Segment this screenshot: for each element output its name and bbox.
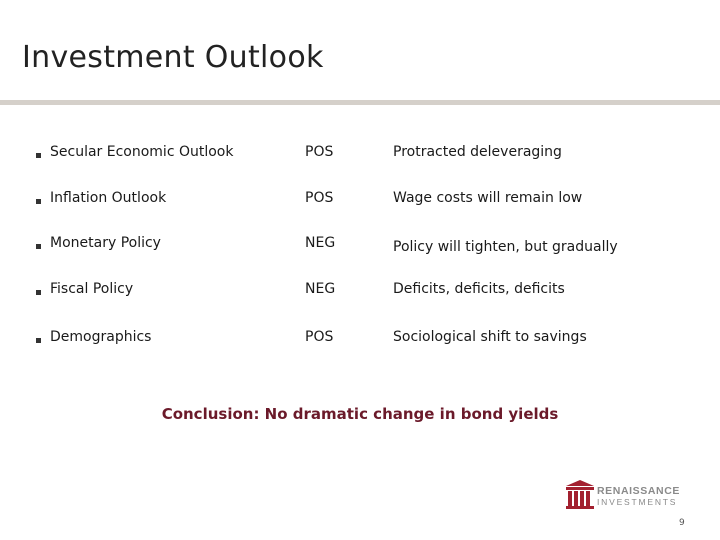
- row-rating: NEG: [305, 235, 336, 251]
- square-bullet-icon: [36, 153, 41, 158]
- square-bullet-icon: [36, 338, 41, 343]
- row-topic: Fiscal Policy: [50, 281, 134, 297]
- row-topic: Secular Economic Outlook: [50, 144, 234, 160]
- row-topic: Demographics: [50, 329, 152, 345]
- outlook-row: Demographics POS Sociological shift to s…: [0, 329, 720, 353]
- slide-header: Investment Outlook: [0, 0, 720, 100]
- square-bullet-icon: [36, 290, 41, 295]
- company-logo: RENAISSANCE INVESTMENTS: [566, 480, 690, 510]
- row-comment: Protracted deleveraging: [393, 144, 562, 160]
- row-topic: Inflation Outlook: [50, 190, 167, 206]
- row-topic: Monetary Policy: [50, 235, 161, 251]
- conclusion-text: Conclusion: No dramatic change in bond y…: [161, 405, 559, 423]
- row-comment: Deficits, deficits, deficits: [393, 281, 565, 297]
- logo-wordmark-top: RENAISSANCE: [597, 485, 681, 497]
- slide-title: Investment Outlook: [22, 40, 324, 75]
- page-number: 9: [679, 518, 685, 528]
- row-comment: Wage costs will remain low: [393, 190, 583, 206]
- columns-logo-icon: [566, 480, 594, 509]
- row-rating: NEG: [305, 281, 336, 297]
- outlook-row: Inflation Outlook POS Wage costs will re…: [0, 190, 720, 214]
- outlook-row: Fiscal Policy NEG Deficits, deficits, de…: [0, 281, 720, 305]
- row-rating: POS: [305, 144, 334, 160]
- row-comment: Policy will tighten, but gradually: [393, 239, 618, 255]
- outlook-row: Secular Economic Outlook POS Protracted …: [0, 144, 720, 168]
- square-bullet-icon: [36, 244, 41, 249]
- row-comment: Sociological shift to savings: [393, 329, 587, 345]
- square-bullet-icon: [36, 199, 41, 204]
- logo-wordmark-bottom: INVESTMENTS: [597, 497, 678, 507]
- row-rating: POS: [305, 329, 334, 345]
- outlook-row: Monetary Policy NEG Policy will tighten,…: [0, 235, 720, 259]
- header-divider: [0, 100, 720, 105]
- row-rating: POS: [305, 190, 334, 206]
